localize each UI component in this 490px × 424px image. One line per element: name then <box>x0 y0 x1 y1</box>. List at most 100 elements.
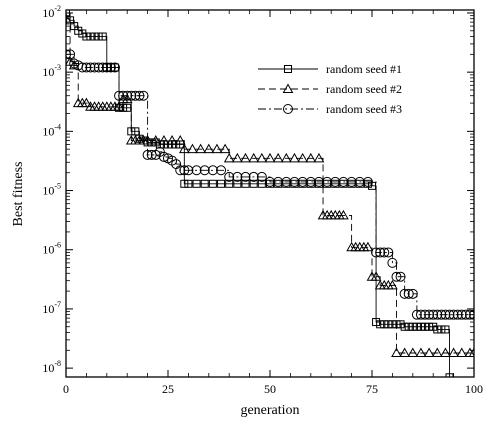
legend-marker <box>282 83 294 93</box>
data-point <box>85 62 96 73</box>
y-tick-label: 10-6 <box>42 241 61 257</box>
data-point <box>174 134 186 145</box>
data-point <box>452 309 463 320</box>
data-point <box>441 325 450 334</box>
data-point <box>89 62 100 73</box>
data-point <box>273 176 284 187</box>
data-point <box>81 97 92 108</box>
data-point <box>440 309 451 320</box>
data-point <box>305 152 317 163</box>
data-point <box>395 271 406 282</box>
y-tick-label: 10-3 <box>42 63 61 79</box>
data-point <box>248 171 259 182</box>
data-point <box>415 347 427 358</box>
data-point <box>66 49 71 60</box>
data-point <box>298 179 307 188</box>
data-point <box>404 322 413 331</box>
data-point <box>407 288 418 299</box>
data-point <box>249 179 258 188</box>
x-tick-label: 100 <box>465 382 483 396</box>
data-point <box>456 309 467 320</box>
data-point <box>130 90 141 101</box>
data-point <box>371 247 382 258</box>
series-2 <box>66 13 474 358</box>
data-point <box>200 179 209 188</box>
data-point <box>380 320 389 329</box>
legend-marker <box>284 65 292 73</box>
data-point <box>256 152 268 163</box>
x-tick-label: 0 <box>63 382 69 396</box>
data-point <box>195 143 206 154</box>
series-1 <box>66 10 454 377</box>
data-point <box>81 62 92 73</box>
data-point <box>93 62 104 73</box>
data-point <box>399 288 410 299</box>
data-point <box>468 347 474 358</box>
data-point <box>90 32 99 41</box>
legend-label: random seed #1 <box>326 62 402 76</box>
plot-frame <box>65 9 475 378</box>
data-point <box>74 26 83 35</box>
data-point <box>431 347 443 358</box>
data-point <box>66 49 76 60</box>
data-point <box>391 271 402 282</box>
data-point <box>158 134 170 145</box>
data-point <box>425 322 434 331</box>
data-point <box>306 179 315 188</box>
data-point <box>223 152 235 163</box>
data-point <box>379 247 390 258</box>
data-point <box>240 152 251 163</box>
data-point <box>460 309 471 320</box>
data-point <box>305 176 316 187</box>
x-tick-label: 25 <box>162 382 174 396</box>
data-point <box>264 152 276 163</box>
data-point <box>219 143 231 154</box>
data-point <box>464 309 474 320</box>
legend: random seed #1 random seed #2 random seed … <box>258 62 402 116</box>
data-point <box>297 152 308 163</box>
data-point <box>415 309 426 320</box>
y-tick-label: 10-2 <box>42 4 61 20</box>
data-point <box>297 176 308 187</box>
data-point <box>347 179 356 188</box>
data-point <box>375 247 386 258</box>
data-point <box>363 179 372 188</box>
data-point <box>440 347 451 358</box>
data-point <box>330 176 341 187</box>
data-point <box>121 93 133 104</box>
legend-marker <box>283 104 293 114</box>
data-point <box>428 309 439 320</box>
data-point <box>178 143 190 154</box>
data-point <box>370 271 382 281</box>
data-point <box>391 347 402 358</box>
data-point <box>98 32 107 41</box>
data-point <box>388 320 397 329</box>
data-point <box>407 347 419 358</box>
data-point <box>384 320 393 329</box>
data-point <box>191 165 202 176</box>
data-point <box>354 176 365 187</box>
x-tick-label: 50 <box>264 382 276 396</box>
data-point <box>199 165 210 176</box>
data-point <box>184 179 193 188</box>
data-point <box>256 171 267 182</box>
data-point <box>123 103 132 112</box>
data-point <box>281 176 292 187</box>
data-point <box>180 179 189 188</box>
data-point <box>436 309 447 320</box>
data-point <box>138 90 149 101</box>
data-point <box>437 325 446 334</box>
data-point <box>232 171 243 182</box>
data-point <box>105 62 116 73</box>
data-point <box>424 309 435 320</box>
data-point <box>66 10 70 17</box>
data-point <box>314 179 323 188</box>
data-point <box>403 288 414 299</box>
data-point <box>399 347 410 358</box>
data-point <box>355 179 364 188</box>
data-point <box>313 152 325 163</box>
data-point <box>175 165 186 176</box>
data-point <box>113 101 125 111</box>
data-point <box>232 152 243 163</box>
data-point <box>241 179 250 188</box>
